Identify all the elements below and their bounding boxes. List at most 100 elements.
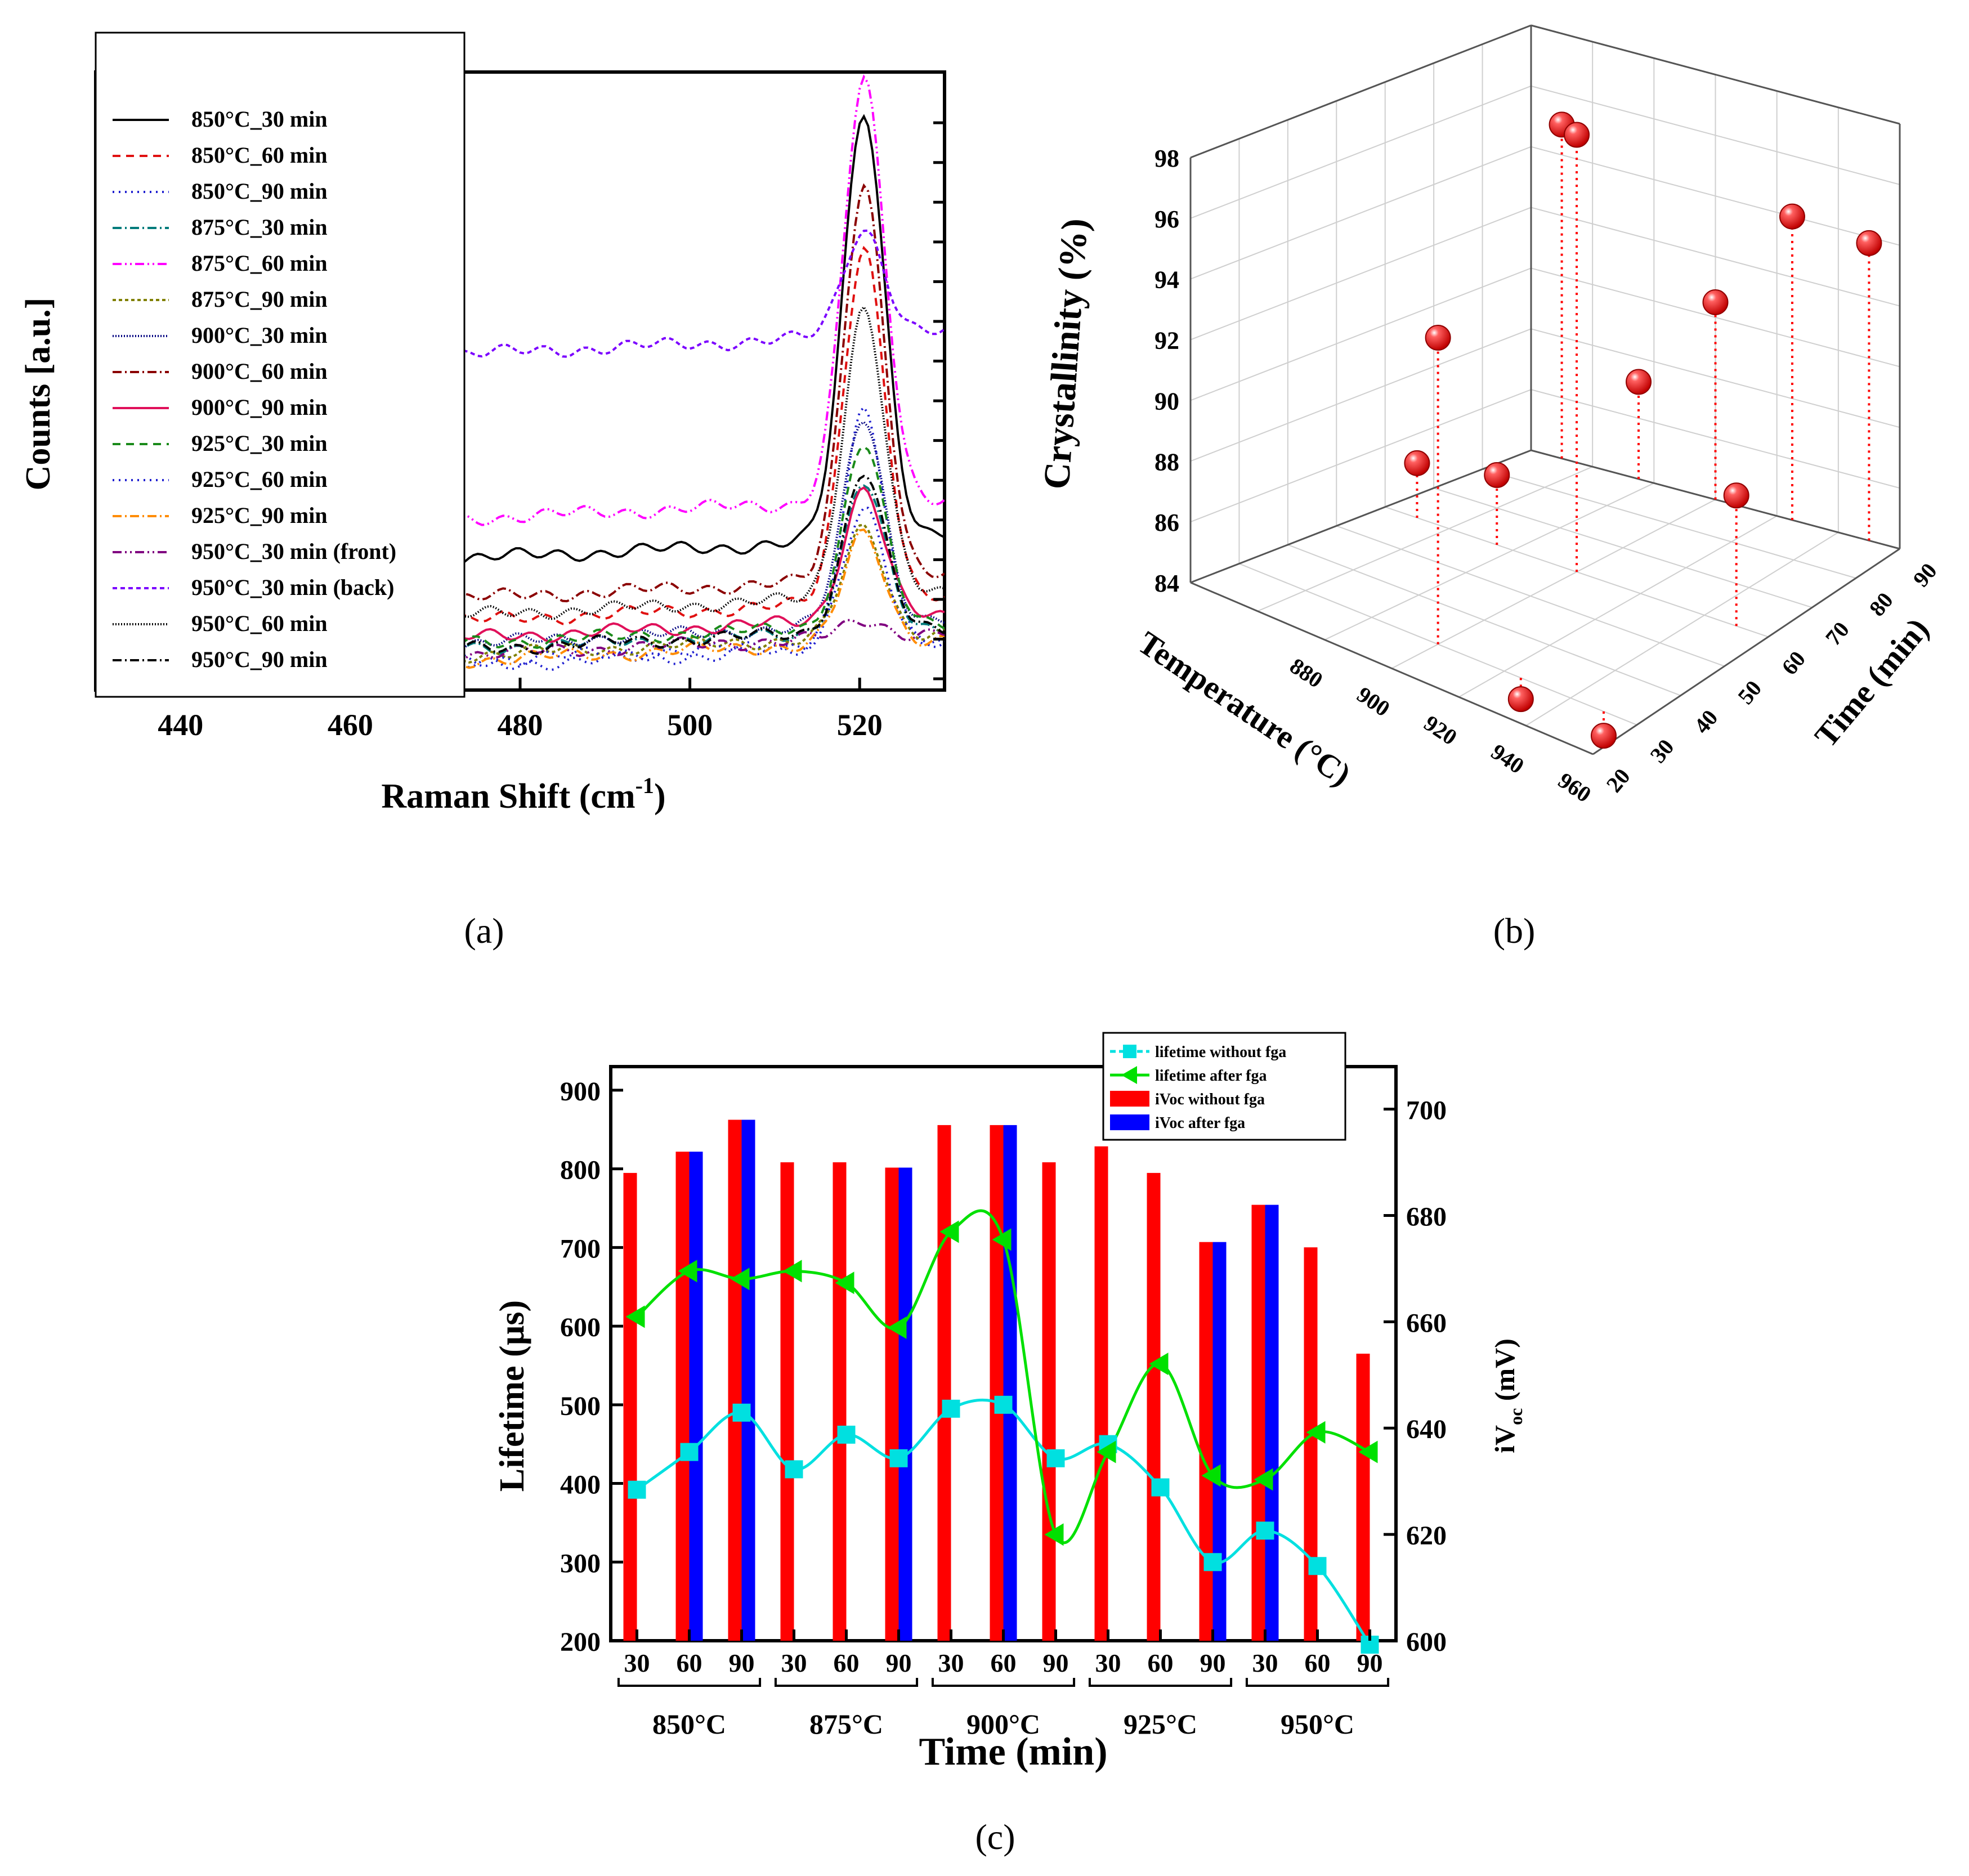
lifetime-after-fga-marker	[1044, 1523, 1064, 1546]
y2-tick-label: 640	[1406, 1414, 1447, 1444]
y-tick-label: 20	[1601, 764, 1635, 798]
subscript: oc	[1506, 1408, 1526, 1425]
lifetime-without-fga-marker	[889, 1449, 908, 1467]
line-series	[625, 1209, 1379, 1654]
floor-grid-line	[1336, 525, 1725, 667]
wall-grid-line	[1190, 85, 1532, 219]
x-tick-label: 440	[158, 708, 203, 742]
z-tick-label: 84	[1154, 570, 1179, 597]
legend-swatch-marker	[1123, 1045, 1136, 1058]
bar-ivoc-without-fga	[1094, 1146, 1108, 1641]
legend-label: 900°C_90 min	[191, 395, 328, 420]
y-tick-label: 800	[560, 1156, 601, 1185]
data-point	[1626, 369, 1652, 395]
x-tick-label: 480	[498, 708, 543, 742]
raman-spectra-chart: 440 460 480 500 520 850°C_30 min 850°C_60 min…	[19, 32, 946, 816]
box-edge	[1190, 24, 1532, 159]
bar-ivoc-without-fga	[1251, 1205, 1265, 1641]
panel-label-a: (a)	[464, 911, 504, 951]
y-tick-label: 70	[1820, 617, 1854, 651]
y-tick-label: 90	[1908, 558, 1942, 592]
z-tick-label: 90	[1154, 387, 1179, 415]
x-tick-label: 60	[1148, 1649, 1174, 1677]
lifetime-after-fga-marker	[835, 1271, 854, 1295]
y-tick-label: 600	[560, 1313, 601, 1342]
series-line-4	[435, 74, 945, 526]
x-tick-label: 30	[1095, 1649, 1121, 1677]
lifetime-without-fga-marker	[837, 1425, 856, 1444]
scatter-points	[1404, 111, 1882, 749]
box-edge	[1592, 548, 1900, 755]
legend-swatch	[1110, 1091, 1149, 1107]
crystallinity-3d-chart: 84 86 88 90 92 94 96 98 880 900 920 940 960 20 30 40 50 6…	[1036, 24, 1942, 807]
bar-ivoc-without-fga	[990, 1125, 1004, 1641]
legend-label: 875°C_90 min	[191, 286, 328, 312]
bar-ivoc-without-fga	[675, 1152, 690, 1641]
floor-grid-line	[1257, 466, 1593, 612]
bar-ivoc-without-fga	[885, 1167, 899, 1641]
floor-grid-line	[1525, 531, 1839, 727]
y-tick-label: 400	[560, 1470, 601, 1500]
wall-grid-line	[1190, 267, 1532, 401]
legend-label: 950°C_30 min (back)	[191, 575, 394, 600]
legend-swatch	[1110, 1114, 1149, 1130]
x-tick-label: 90	[886, 1649, 912, 1677]
lifetime-without-fga-marker	[785, 1460, 803, 1479]
legend-label: lifetime without fga	[1155, 1044, 1286, 1061]
bar-ivoc-without-fga	[1199, 1242, 1213, 1641]
lifetime-after-fga-marker	[1097, 1440, 1116, 1463]
series-line-9	[435, 445, 945, 650]
bar-ivoc-after-fga	[1003, 1125, 1017, 1641]
x-tick-label: 30	[624, 1649, 650, 1677]
bar-ivoc-without-fga	[833, 1162, 847, 1641]
x-tick-label: 900	[1353, 682, 1395, 722]
x-tick-label: 60	[677, 1649, 702, 1677]
data-point	[1779, 203, 1805, 230]
x-tick-label: 30	[938, 1649, 964, 1677]
bar-ivoc-without-fga	[728, 1120, 742, 1641]
lifetime-without-fga-marker	[732, 1403, 751, 1422]
lifetime-without-fga-marker	[994, 1395, 1013, 1414]
series-line-5	[435, 523, 945, 664]
group-label: 900°C	[966, 1708, 1040, 1740]
xlabel-end: )	[654, 777, 666, 816]
lifetime-after-fga-marker	[678, 1260, 697, 1283]
y2-tick-label: 660	[1406, 1308, 1447, 1338]
legend-label: iVoc without fga	[1155, 1091, 1265, 1108]
floor-grid-line	[1458, 515, 1778, 698]
bar-ivoc-without-fga	[623, 1172, 637, 1641]
x-axis-label: Temperature (°C)	[1131, 624, 1357, 793]
y-tick-label: 500	[560, 1391, 601, 1421]
x-tick-label: 920	[1420, 710, 1462, 750]
legend-label: 925°C_30 min	[191, 431, 328, 456]
series-line-14	[434, 305, 945, 621]
x-axis-label: Raman Shift (cm-1)	[381, 773, 665, 816]
x-tick-label: 500	[667, 708, 713, 742]
y-tick-label: 900	[560, 1077, 601, 1107]
x-tick-label: 960	[1554, 767, 1596, 807]
series-line-2	[434, 405, 945, 671]
series-line-7	[435, 183, 945, 608]
lifetime-without-fga-marker	[1308, 1557, 1327, 1575]
group-label: 950°C	[1281, 1708, 1354, 1740]
y-axis-label: Counts [a.u.]	[19, 298, 57, 491]
series-line-15	[435, 474, 945, 655]
data-point	[1856, 230, 1882, 256]
x-tick-label: 30	[1252, 1649, 1278, 1677]
bar-ivoc-after-fga	[898, 1167, 912, 1641]
3d-axes-box	[1189, 24, 1901, 755]
series-line-1	[435, 245, 945, 630]
x-tick-label: 940	[1487, 739, 1529, 779]
z-tick-label: 94	[1154, 266, 1179, 294]
x-axis-label: Time (min)	[919, 1730, 1107, 1774]
data-point	[1723, 482, 1749, 509]
group-bracket	[1245, 1678, 1390, 1687]
legend-label: 875°C_30 min	[191, 214, 328, 240]
box-edge	[1531, 24, 1900, 125]
lifetime-after-fga-marker	[887, 1316, 907, 1339]
x-tick-label: 60	[834, 1649, 860, 1677]
legend-label: 875°C_60 min	[191, 250, 328, 276]
lifetime-after-fga-marker	[939, 1220, 959, 1243]
y2-tick-label: 680	[1406, 1202, 1447, 1232]
legend-label: 900°C_60 min	[191, 359, 328, 384]
